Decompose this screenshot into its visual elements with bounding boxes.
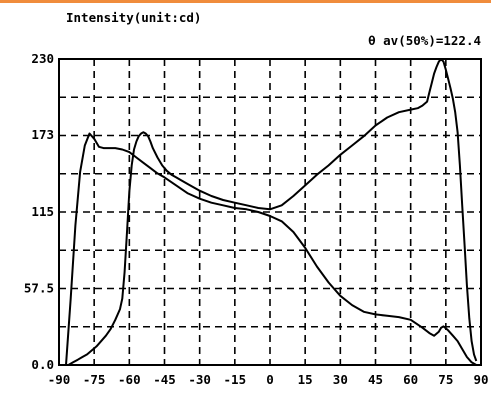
x-tick-label: 90 (473, 372, 488, 387)
y-tick-label: 0.0 (31, 357, 54, 372)
y-tick-label: 115 (31, 204, 54, 219)
y-tick-labels: 0.0 57.5 115 173 230 (24, 51, 54, 372)
x-tick-label: -75 (83, 372, 106, 387)
average-annotation: θ av(50%)=122.4 (368, 33, 481, 48)
series-line-2 (67, 58, 478, 366)
x-tick-label: -90 (48, 372, 71, 387)
grid-lines (59, 59, 481, 365)
x-tick-labels: -90 -75 -60 -45 -30 -15 0 15 30 45 60 75 90 (48, 372, 489, 387)
y-tick-label: 57.5 (24, 281, 54, 296)
plot-frame (58, 58, 482, 366)
series-line-1 (65, 132, 477, 366)
chart-title: Intensity(unit:cd) (66, 10, 201, 25)
y-tick-label: 230 (31, 51, 54, 66)
x-tick-label: 15 (298, 372, 313, 387)
x-tick-label: 0 (266, 372, 274, 387)
x-tick-label: 30 (333, 372, 348, 387)
x-tick-label: 60 (403, 372, 418, 387)
y-tick-label: 173 (31, 127, 54, 142)
top-accent-strip (0, 0, 491, 3)
x-tick-label: 75 (438, 372, 453, 387)
x-tick-label: -15 (224, 372, 247, 387)
x-tick-label: -45 (153, 372, 176, 387)
x-tick-label: -30 (188, 372, 211, 387)
series-group (65, 58, 478, 366)
x-tick-label: -60 (118, 372, 141, 387)
x-tick-label: 45 (368, 372, 383, 387)
